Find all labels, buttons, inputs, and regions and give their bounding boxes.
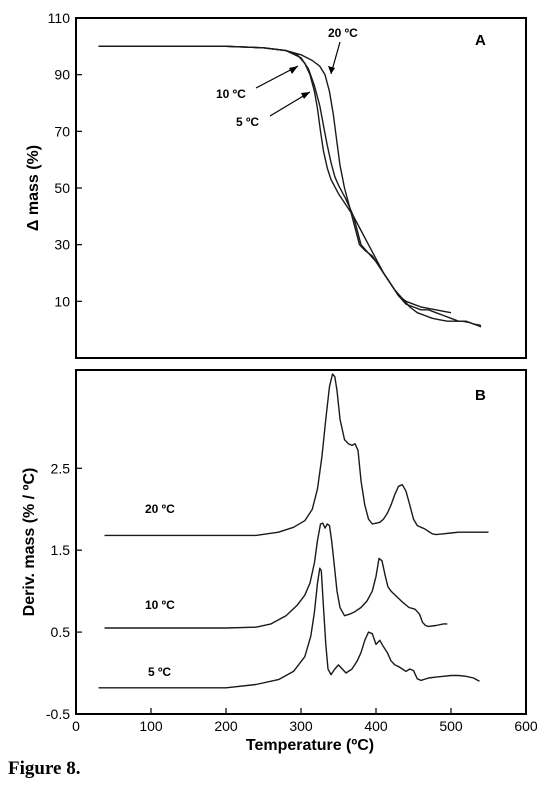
arrowhead-5c-a bbox=[301, 92, 310, 99]
panel-b-letter: B bbox=[475, 387, 486, 404]
y-tick-label: 30 bbox=[54, 237, 70, 253]
panel-b-y-ticks: -0.5 0.5 1.5 2.5 bbox=[46, 460, 82, 722]
y-tick-label: 70 bbox=[54, 123, 70, 139]
annotation-20c-b: 20 ºC bbox=[145, 502, 175, 516]
x-tick-label: 100 bbox=[139, 718, 163, 734]
x-tick-label: 300 bbox=[289, 718, 313, 734]
y-tick-label: 10 bbox=[54, 293, 70, 309]
y-tick-label: 110 bbox=[48, 10, 71, 26]
series-line-20c bbox=[98, 45, 482, 328]
figure-caption: Figure 8. bbox=[8, 758, 81, 779]
x-tick-label: 400 bbox=[364, 718, 388, 734]
y-tick-label: 0.5 bbox=[51, 624, 71, 640]
series-line-20c bbox=[104, 373, 489, 537]
x-tick-label: 200 bbox=[214, 718, 238, 734]
y-tick-label: 1.5 bbox=[51, 542, 71, 558]
panel-a-tga-chart: 10 30 50 70 90 110 A 20 ºC 10 ºC 5 ºC Δ mass … bbox=[25, 10, 527, 359]
panel-b-x-ticks: 0 100 200 300 400 500 600 bbox=[72, 708, 538, 734]
arrowhead-10c-a bbox=[289, 66, 298, 74]
x-tick-label: 500 bbox=[439, 718, 463, 734]
panel-b-y-axis-title: Deriv. mass (% / ºC) bbox=[21, 468, 38, 617]
panel-a-y-axis-title: Δ mass (%) bbox=[25, 145, 42, 231]
series-line-5c bbox=[98, 45, 482, 327]
panel-a-frame bbox=[75, 17, 527, 359]
panel-b-series bbox=[98, 373, 489, 689]
annotation-10c-a: 10 ºC bbox=[216, 87, 246, 101]
y-tick-label: 2.5 bbox=[51, 460, 71, 476]
arrowhead-20c-a bbox=[328, 66, 335, 74]
y-tick-label: -0.5 bbox=[46, 706, 70, 722]
annotation-20c-a: 20 ºC bbox=[328, 26, 358, 40]
panel-a-series bbox=[98, 45, 482, 328]
x-axis-title: Temperature (ºC) bbox=[246, 737, 374, 754]
panel-a-y-ticks: 10 30 50 70 90 110 bbox=[48, 10, 82, 309]
series-line-5c bbox=[98, 567, 480, 689]
x-tick-label: 600 bbox=[514, 718, 538, 734]
panel-a-letter: A bbox=[475, 32, 486, 49]
x-tick-label: 0 bbox=[72, 718, 80, 734]
annotation-10c-b: 10 ºC bbox=[145, 598, 175, 612]
series-line-10c bbox=[98, 45, 452, 314]
annotation-5c-b: 5 ºC bbox=[148, 665, 171, 679]
y-tick-label: 50 bbox=[54, 180, 70, 196]
annotation-5c-a: 5 ºC bbox=[236, 115, 259, 129]
series-line-10c bbox=[104, 522, 448, 629]
y-tick-label: 90 bbox=[54, 67, 70, 83]
panel-b-dtg-chart: -0.5 0.5 1.5 2.5 0 100 200 300 400 500 600 B 20 º… bbox=[21, 369, 538, 754]
